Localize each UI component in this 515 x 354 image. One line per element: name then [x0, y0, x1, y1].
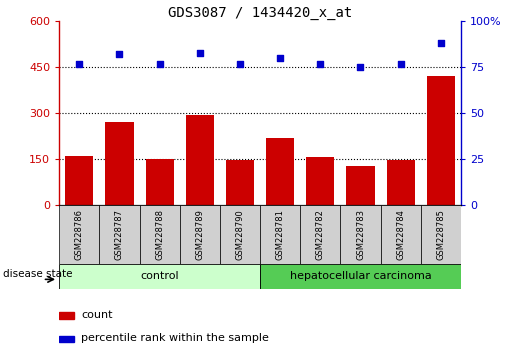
- Point: [236, 61, 244, 67]
- FancyBboxPatch shape: [260, 264, 461, 289]
- Bar: [427, 76, 455, 205]
- Point: [156, 61, 164, 67]
- Text: hepatocellular carcinoma: hepatocellular carcinoma: [289, 272, 432, 281]
- Title: GDS3087 / 1434420_x_at: GDS3087 / 1434420_x_at: [168, 6, 352, 20]
- FancyBboxPatch shape: [421, 205, 461, 264]
- Point: [437, 40, 445, 46]
- FancyBboxPatch shape: [300, 205, 340, 264]
- Text: disease state: disease state: [3, 269, 73, 279]
- Text: GSM228783: GSM228783: [356, 209, 365, 260]
- Point: [316, 61, 324, 67]
- Bar: [59, 336, 74, 342]
- Point: [196, 50, 204, 55]
- Bar: [266, 138, 294, 205]
- Text: control: control: [140, 272, 179, 281]
- FancyBboxPatch shape: [180, 205, 220, 264]
- Bar: [347, 166, 374, 205]
- FancyBboxPatch shape: [140, 205, 180, 264]
- Bar: [146, 159, 174, 205]
- FancyBboxPatch shape: [260, 205, 300, 264]
- FancyBboxPatch shape: [220, 205, 260, 264]
- Bar: [226, 160, 254, 205]
- FancyBboxPatch shape: [59, 264, 260, 289]
- FancyBboxPatch shape: [381, 205, 421, 264]
- FancyBboxPatch shape: [99, 205, 140, 264]
- Bar: [306, 157, 334, 205]
- Text: GSM228789: GSM228789: [195, 209, 204, 260]
- Point: [276, 55, 284, 61]
- Text: percentile rank within the sample: percentile rank within the sample: [81, 333, 269, 343]
- Bar: [59, 312, 74, 319]
- Text: GSM228786: GSM228786: [75, 209, 84, 260]
- Text: GSM228781: GSM228781: [276, 209, 285, 260]
- Bar: [65, 156, 93, 205]
- Bar: [186, 115, 214, 205]
- Text: GSM228790: GSM228790: [235, 209, 245, 260]
- Point: [75, 61, 83, 67]
- Text: GSM228785: GSM228785: [436, 209, 445, 260]
- FancyBboxPatch shape: [59, 205, 99, 264]
- Point: [397, 61, 405, 67]
- Bar: [106, 122, 133, 205]
- Text: GSM228788: GSM228788: [155, 209, 164, 260]
- Point: [115, 52, 124, 57]
- Point: [356, 64, 365, 70]
- Text: GSM228784: GSM228784: [396, 209, 405, 260]
- FancyBboxPatch shape: [340, 205, 381, 264]
- Text: GSM228787: GSM228787: [115, 209, 124, 260]
- Text: count: count: [81, 310, 112, 320]
- Bar: [387, 160, 415, 205]
- Text: GSM228782: GSM228782: [316, 209, 325, 260]
